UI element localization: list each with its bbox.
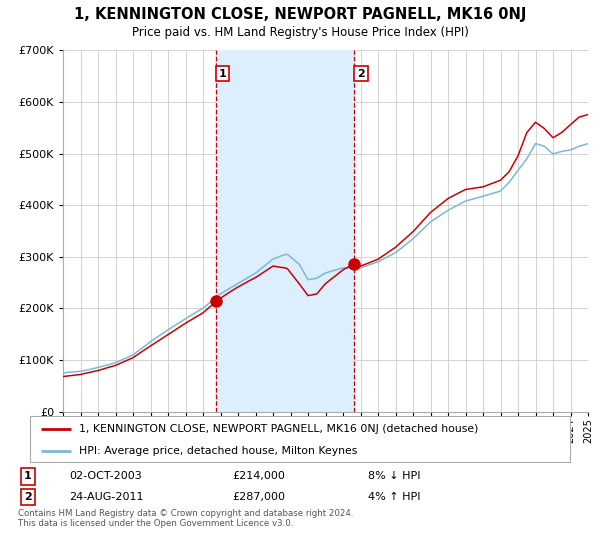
- Text: HPI: Average price, detached house, Milton Keynes: HPI: Average price, detached house, Milt…: [79, 446, 357, 455]
- Text: 02-OCT-2003: 02-OCT-2003: [69, 472, 142, 482]
- Text: 1: 1: [23, 472, 31, 482]
- Text: 1, KENNINGTON CLOSE, NEWPORT PAGNELL, MK16 0NJ: 1, KENNINGTON CLOSE, NEWPORT PAGNELL, MK…: [74, 7, 526, 22]
- Text: £287,000: £287,000: [232, 492, 286, 502]
- Text: Contains HM Land Registry data © Crown copyright and database right 2024.
This d: Contains HM Land Registry data © Crown c…: [18, 508, 353, 528]
- Text: 4% ↑ HPI: 4% ↑ HPI: [368, 492, 420, 502]
- FancyBboxPatch shape: [30, 416, 570, 462]
- Text: 2: 2: [357, 69, 365, 78]
- Text: 2: 2: [23, 492, 31, 502]
- Text: 1, KENNINGTON CLOSE, NEWPORT PAGNELL, MK16 0NJ (detached house): 1, KENNINGTON CLOSE, NEWPORT PAGNELL, MK…: [79, 424, 478, 434]
- Text: 24-AUG-2011: 24-AUG-2011: [69, 492, 143, 502]
- Text: £214,000: £214,000: [232, 472, 285, 482]
- Text: 1: 1: [219, 69, 227, 78]
- Text: 8% ↓ HPI: 8% ↓ HPI: [368, 472, 420, 482]
- Text: Price paid vs. HM Land Registry's House Price Index (HPI): Price paid vs. HM Land Registry's House …: [131, 26, 469, 39]
- Bar: [216, 50, 355, 412]
